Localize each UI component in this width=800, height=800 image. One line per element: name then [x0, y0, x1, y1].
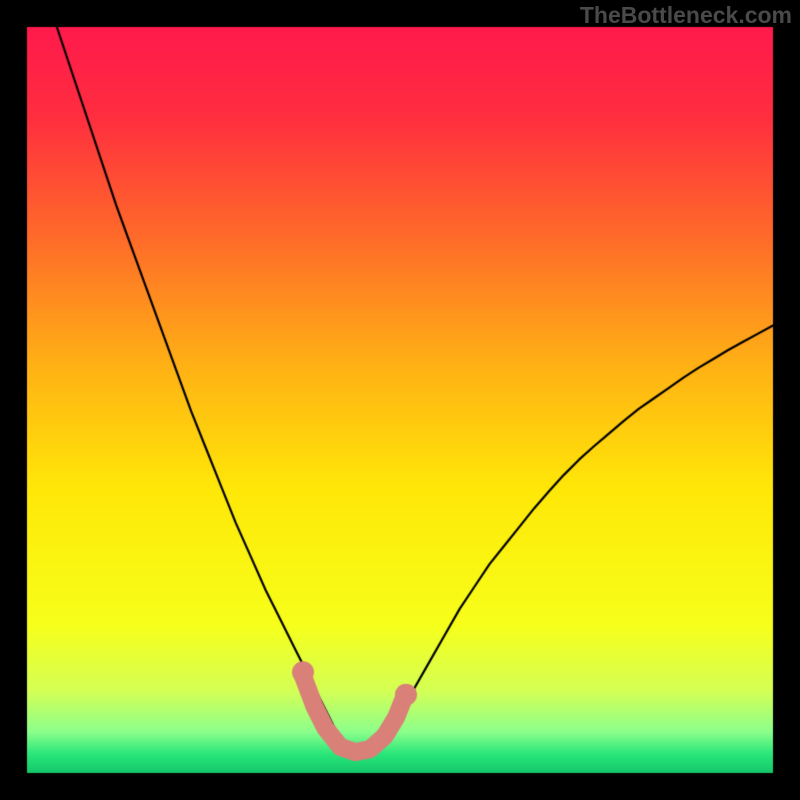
- bottleneck-chart: [0, 0, 800, 800]
- watermark-text: TheBottleneck.com: [580, 2, 792, 29]
